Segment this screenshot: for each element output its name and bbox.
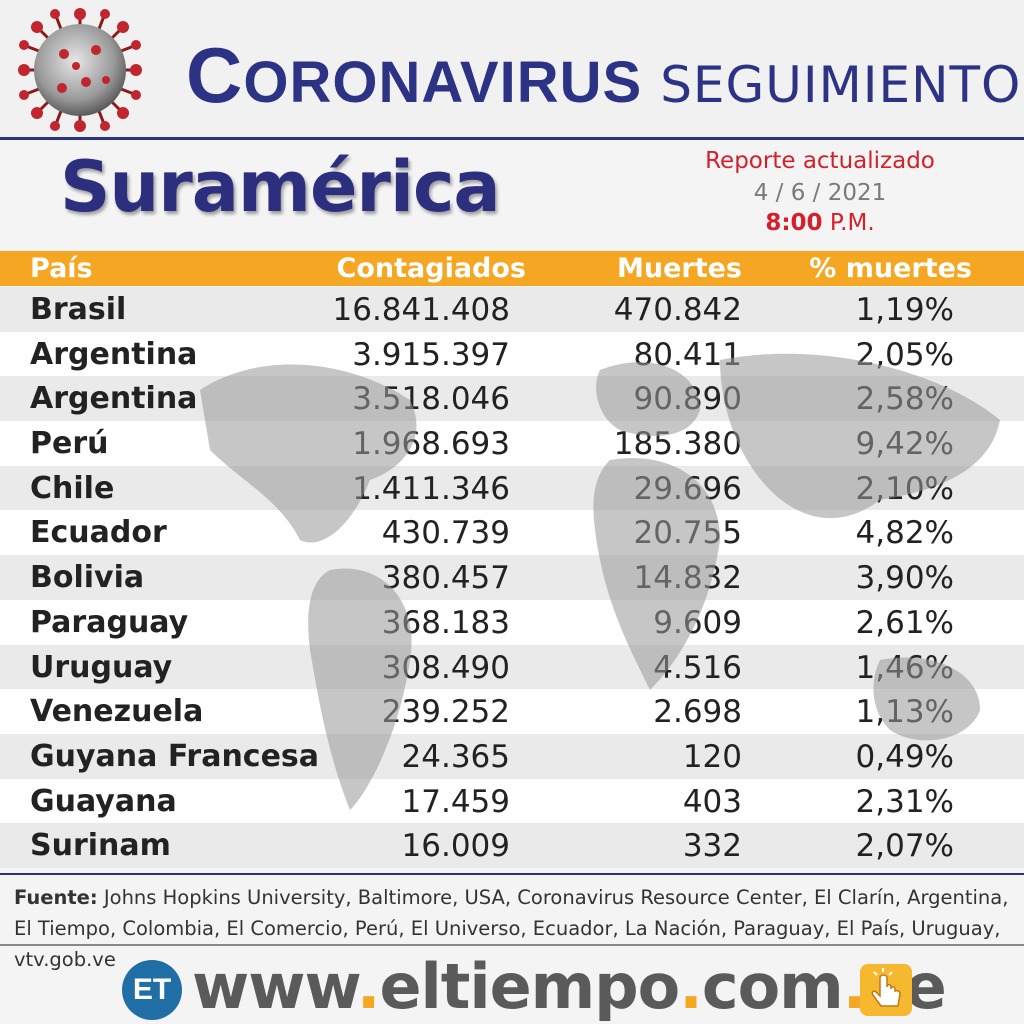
tap-hand-icon: [860, 964, 912, 1016]
title-main: CORONAVIRUS: [186, 31, 643, 119]
table-header: País Contagiados Muertes % muertes: [0, 251, 1024, 286]
page-title: CORONAVIRUS SEGUIMIENTO: [186, 30, 1021, 119]
table-cell-death-pct: 4,82%: [855, 515, 954, 552]
url-part: eltiempo: [379, 950, 680, 1023]
table-cell-cases: 16.841.408: [332, 292, 511, 328]
table-cell-cases: 16.009: [401, 828, 510, 865]
world-map-icon: [200, 353, 1000, 810]
table-row: Surinam 16.009 332 2,07%: [0, 823, 1024, 868]
table-cell-death-pct: 1,19%: [855, 292, 954, 328]
table-cell-country: Surinam: [30, 828, 171, 864]
url-part: com: [701, 950, 844, 1023]
table-cell-cases: 239.252: [381, 694, 510, 731]
table-cell-deaths: 470.842: [613, 292, 742, 328]
column-header-death-pct: % muertes: [809, 253, 972, 284]
table-row: Guayana 17.459 403 2,31%: [0, 778, 1024, 824]
table-cell-cases: 24.365: [401, 738, 510, 775]
table-cell-cases: 430.739: [381, 515, 510, 552]
title-rest: ORONAVIRUS: [243, 50, 643, 115]
table-cell-country: Ecuador: [30, 515, 167, 551]
report-time: 8:00 P.M.: [700, 210, 940, 236]
title-initial: C: [186, 31, 244, 119]
table-cell-deaths: 332: [682, 828, 742, 865]
data-table: Brasil 16.841.408 470.842 1,19% Argentina 3.9…: [0, 287, 1024, 868]
report-label: Reporte actualizado: [705, 148, 935, 174]
table-cell-cases: 380.457: [381, 560, 510, 597]
source-text: Johns Hopkins University, Baltimore, USA…: [14, 886, 1009, 971]
table-cell-country: Bolivia: [30, 560, 145, 596]
table-cell-country: Venezuela: [30, 694, 204, 730]
table-row: Paraguay 368.183 9.609 2,61%: [0, 599, 1024, 645]
column-header-deaths: Muertes: [616, 253, 742, 284]
table-cell-cases: 1.411.346: [352, 470, 510, 507]
title-sub: SEGUIMIENTO: [660, 56, 1022, 114]
header-divider: [0, 137, 1024, 140]
table-cell-country: Perú: [30, 426, 109, 462]
website-banner: ET www.eltiempo.com.ve: [0, 948, 1024, 1024]
table-cell-death-pct: 2,07%: [855, 828, 954, 865]
region-title: Suramérica: [60, 146, 501, 228]
source-label: Fuente:: [14, 886, 98, 909]
table-row: Guyana Francesa 24.365 120 0,49%: [0, 733, 1024, 779]
table-cell-death-pct: 2,61%: [855, 604, 954, 641]
table-cell-deaths: 120: [682, 738, 742, 775]
coronavirus-icon: [18, 8, 142, 132]
table-cell-country: Guayana: [30, 783, 177, 819]
web-divider: [0, 944, 1024, 946]
table-cell-death-pct: 0,49%: [855, 738, 954, 775]
header: CORONAVIRUS SEGUIMIENTO: [0, 0, 1024, 138]
url-dot: .: [356, 950, 381, 1023]
report-time-value: 8:00: [765, 210, 823, 236]
report-date: 4 / 6 / 2021: [753, 180, 887, 206]
website-url[interactable]: www.eltiempo.com.ve: [192, 950, 947, 1023]
table-cell-cases: 17.459: [401, 783, 510, 820]
url-part: www: [192, 950, 358, 1023]
table-cell-death-pct: 2,31%: [855, 783, 954, 820]
table-cell-country: Uruguay: [30, 649, 173, 685]
table-cell-death-pct: 3,90%: [855, 560, 954, 597]
table-cell-country: Argentina: [30, 381, 198, 417]
footer-divider: [0, 873, 1024, 875]
table-cell-cases: 3.915.397: [352, 336, 510, 373]
column-header-country: País: [30, 253, 93, 284]
url-dot: .: [679, 950, 703, 1023]
table-cell-country: Chile: [30, 470, 115, 506]
report-info: Reporte actualizado 4 / 6 / 2021 8:00 P.…: [700, 148, 940, 236]
table-row: Brasil 16.841.408 470.842 1,19%: [0, 287, 1024, 332]
source-note: Fuente: Johns Hopkins University, Baltim…: [14, 882, 1014, 975]
table-cell-deaths: 2.698: [653, 694, 742, 731]
table-cell-deaths: 403: [682, 783, 742, 820]
table-cell-country: Argentina: [30, 336, 198, 372]
et-logo-icon: ET: [122, 960, 182, 1020]
table-cell-country: Paraguay: [30, 604, 189, 640]
column-header-cases: Contagiados: [336, 253, 526, 284]
table-cell-country: Brasil: [30, 292, 127, 327]
table-cell-country: Guyana Francesa: [30, 738, 320, 774]
report-time-ampm: P.M.: [829, 210, 875, 236]
